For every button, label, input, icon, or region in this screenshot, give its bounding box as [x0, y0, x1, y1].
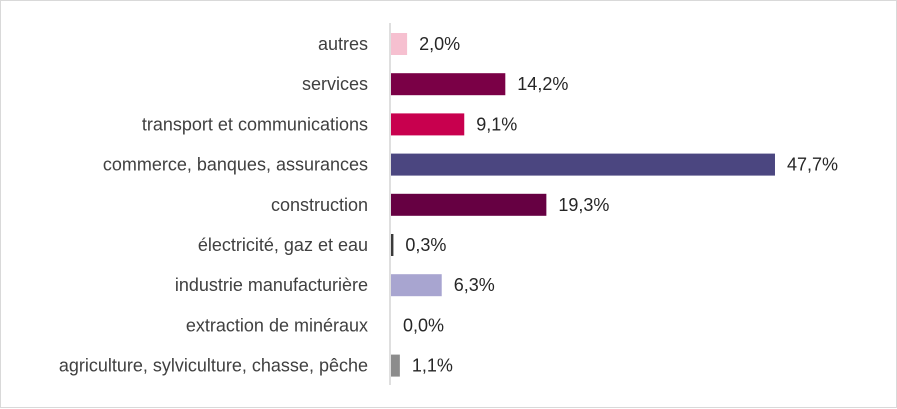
category-label: construction: [271, 195, 368, 215]
value-label: 47,7%: [787, 155, 838, 175]
bar: [391, 234, 394, 256]
value-label: 19,3%: [558, 195, 609, 215]
bar: [391, 354, 400, 377]
bar: [391, 113, 465, 136]
bar: [391, 153, 775, 176]
bar: [391, 193, 547, 216]
bar: [391, 33, 408, 55]
value-label: 9,1%: [476, 114, 517, 134]
value-label: 0,0%: [403, 315, 444, 335]
category-label: services: [302, 74, 368, 94]
bar: [391, 73, 506, 96]
value-label: 6,3%: [454, 275, 495, 295]
category-label: électricité, gaz et eau: [198, 235, 368, 255]
category-label: commerce, banques, assurances: [103, 155, 368, 175]
value-label: 2,0%: [419, 34, 460, 54]
category-label: autres: [318, 34, 368, 54]
category-label: transport et communications: [142, 114, 368, 134]
bar: [391, 274, 442, 297]
category-label: agriculture, sylviculture, chasse, pêche: [59, 356, 368, 376]
value-label: 14,2%: [517, 74, 568, 94]
category-label: extraction de minéraux: [186, 315, 368, 335]
value-label: 1,1%: [412, 356, 453, 376]
value-label: 0,3%: [405, 235, 446, 255]
category-label: industrie manufacturière: [175, 275, 368, 295]
